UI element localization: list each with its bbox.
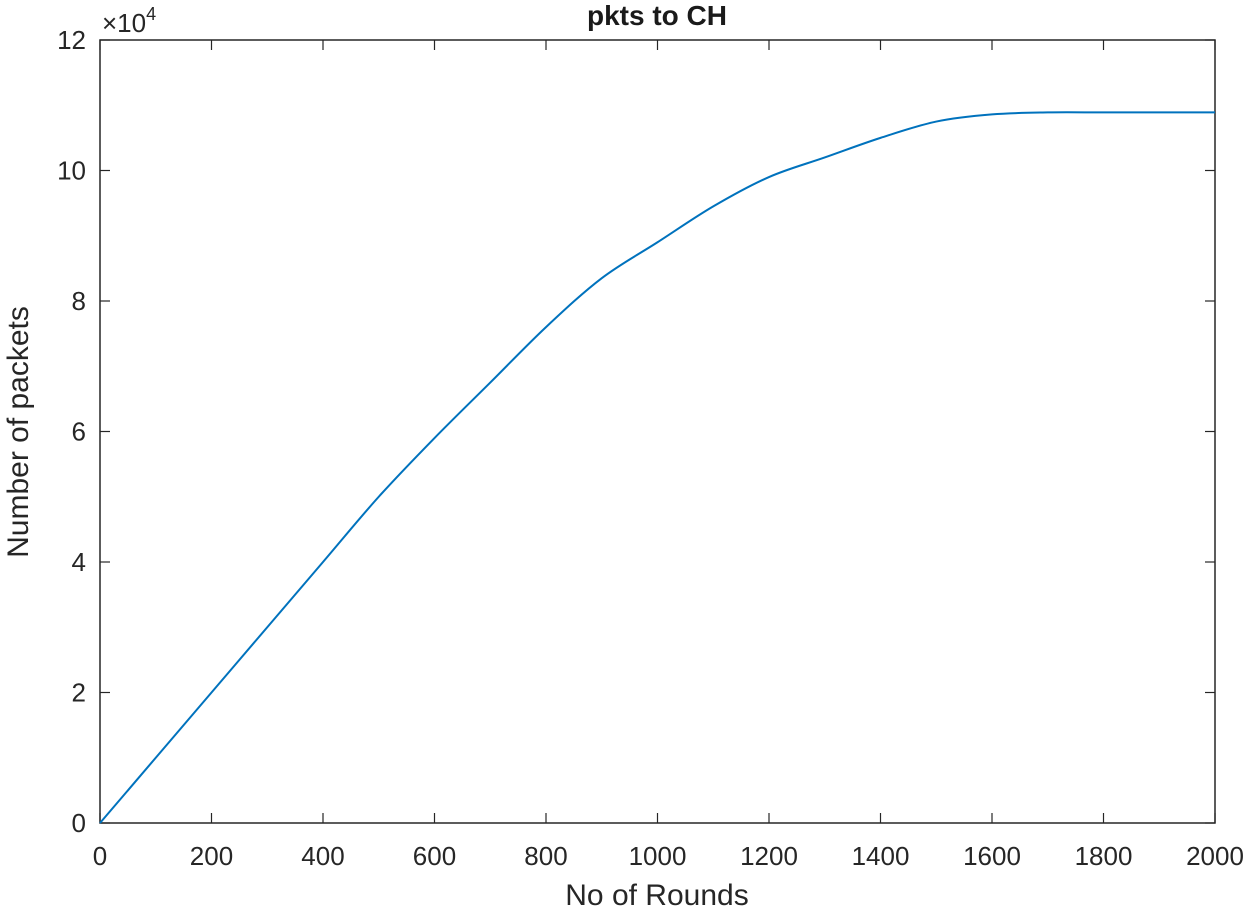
- x-tick-label: 0: [93, 841, 107, 871]
- y-tick-label: 12: [57, 25, 86, 55]
- y-exponent-power: 4: [146, 4, 156, 24]
- x-tick-label: 1600: [963, 841, 1021, 871]
- x-tick-label: 2000: [1186, 841, 1244, 871]
- x-tick-label: 400: [301, 841, 344, 871]
- y-tick-label: 8: [72, 286, 86, 316]
- x-tick-label: 1000: [629, 841, 687, 871]
- y-exponent-base: ×10: [102, 8, 146, 38]
- series-layer: [99, 111, 1215, 824]
- chart-title: pkts to CH: [587, 0, 727, 31]
- y-tick-label: 6: [72, 417, 86, 447]
- x-tick-label: 200: [190, 841, 233, 871]
- y-tick-label: 4: [72, 547, 86, 577]
- x-tick-label: 600: [413, 841, 456, 871]
- y-axis-label: Number of packets: [2, 306, 35, 558]
- y-tick-label: 10: [57, 156, 86, 186]
- y-tick-label: 0: [72, 808, 86, 838]
- y-tick-label: 2: [72, 678, 86, 708]
- x-axis-label: No of Rounds: [565, 879, 748, 912]
- x-tick-label: 800: [524, 841, 567, 871]
- series-line: [99, 111, 1215, 824]
- axis-ticks: [99, 39, 1216, 824]
- y-exponent-label: ×104: [102, 4, 156, 38]
- x-tick-label: 1200: [740, 841, 798, 871]
- tick-labels: 0 200 400 600 800 1000 1200 1400 1600 1800 2000 0 2 4…: [57, 25, 1244, 871]
- plot-area: [99, 39, 1216, 824]
- x-tick-label: 1800: [1075, 841, 1133, 871]
- x-tick-label: 1400: [852, 841, 910, 871]
